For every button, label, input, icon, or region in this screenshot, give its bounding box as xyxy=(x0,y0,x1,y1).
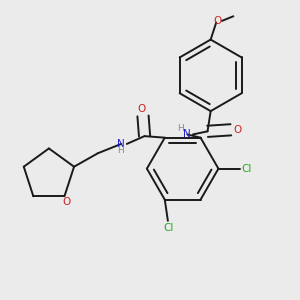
Text: O: O xyxy=(213,16,221,26)
Text: O: O xyxy=(62,197,70,207)
Text: H: H xyxy=(117,146,124,155)
Text: O: O xyxy=(234,125,242,135)
Text: Cl: Cl xyxy=(164,223,174,232)
Text: O: O xyxy=(138,104,146,114)
Text: H: H xyxy=(177,124,184,133)
Text: N: N xyxy=(184,129,191,140)
Text: Cl: Cl xyxy=(242,164,252,174)
Text: N: N xyxy=(117,139,125,149)
